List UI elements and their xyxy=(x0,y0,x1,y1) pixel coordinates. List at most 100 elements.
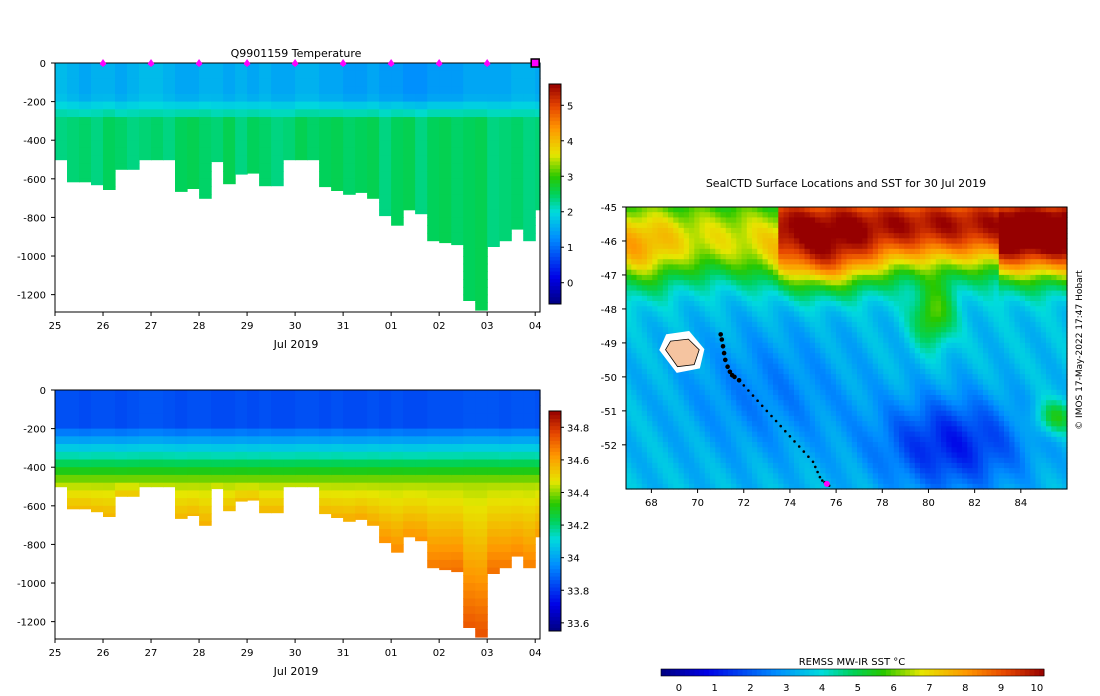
sst-cell xyxy=(893,462,900,469)
sst-cell xyxy=(883,233,890,239)
section-cell xyxy=(247,93,260,103)
sst-cell xyxy=(893,290,900,297)
colorbar-swatch xyxy=(549,440,561,445)
sst-cell xyxy=(720,410,727,417)
sst-cell xyxy=(925,248,932,255)
sst-cell xyxy=(636,254,643,260)
sst-cell xyxy=(647,227,653,234)
colorbar-swatch xyxy=(549,414,561,419)
sst-cell xyxy=(778,353,785,359)
section-cell xyxy=(403,436,416,445)
section-cell xyxy=(199,86,212,95)
sst-cell xyxy=(820,389,827,396)
sst-cell xyxy=(636,207,643,213)
sst-cell xyxy=(804,431,811,438)
sst-cell xyxy=(652,405,659,412)
section-cell xyxy=(187,482,200,491)
section-cell xyxy=(139,405,152,414)
section-cell xyxy=(175,147,188,157)
sst-cell xyxy=(652,238,659,245)
sst-cell xyxy=(746,337,753,344)
sst-cell xyxy=(935,483,942,490)
sst-cell xyxy=(668,483,674,490)
sst-cell xyxy=(820,217,827,224)
sst-cell xyxy=(904,358,911,365)
sst-cell xyxy=(704,431,711,438)
sst-cell xyxy=(857,285,863,292)
colorbar-swatch xyxy=(549,583,561,588)
section-cell xyxy=(415,436,428,445)
section-cell xyxy=(91,459,104,468)
colorbar-swatch xyxy=(549,120,561,125)
sst-cell xyxy=(862,342,869,349)
x-tick-label: 29 xyxy=(241,321,254,332)
sst-cell xyxy=(862,462,869,469)
sst-cell xyxy=(699,332,706,339)
sst-cell xyxy=(930,379,937,386)
section-cell xyxy=(427,155,440,164)
section-cell xyxy=(391,101,404,110)
section-cell xyxy=(199,93,212,103)
sst-cell xyxy=(725,421,732,427)
section-cell xyxy=(307,132,320,141)
sst-cell xyxy=(636,368,643,375)
sst-cell xyxy=(662,321,669,328)
section-cell xyxy=(211,124,224,134)
sst-cell xyxy=(647,337,653,344)
sst-cell xyxy=(783,327,790,333)
sst-cell xyxy=(904,348,911,354)
section-cell xyxy=(379,536,392,544)
sst-cell xyxy=(941,217,947,224)
sst-cell xyxy=(935,222,942,229)
sst-cell xyxy=(647,238,653,245)
section-cell xyxy=(403,101,416,110)
sst-cell xyxy=(925,207,932,213)
sst-cell xyxy=(804,274,811,281)
section-cell xyxy=(115,124,128,134)
sst-cell xyxy=(925,222,932,229)
section-cell xyxy=(199,397,212,406)
section-cell xyxy=(91,70,104,79)
sst-cell xyxy=(830,400,837,406)
sst-cells xyxy=(626,207,1068,490)
section-cell xyxy=(103,482,116,491)
y-tick-label: -600 xyxy=(23,502,46,513)
sst-cell xyxy=(720,379,727,386)
sst-cell xyxy=(678,436,685,443)
sst-cell xyxy=(662,285,669,292)
sst-cell xyxy=(883,337,890,344)
sst-cell xyxy=(799,374,806,380)
sst-cell xyxy=(935,248,942,255)
sst-cell xyxy=(878,368,884,375)
sst-cell xyxy=(720,452,727,459)
sst-cell xyxy=(741,274,748,281)
sst-cell xyxy=(893,452,900,459)
sst-cell xyxy=(809,222,816,229)
sst-cell xyxy=(741,353,748,359)
sst-cell xyxy=(846,327,853,333)
sst-cell xyxy=(720,264,727,271)
sst-cell xyxy=(804,233,811,239)
sst-cell xyxy=(626,348,632,354)
sst-cell xyxy=(752,426,758,433)
sst-cell xyxy=(762,358,769,365)
sst-cell xyxy=(857,457,863,464)
sst-cell xyxy=(899,389,905,396)
section-cell xyxy=(115,78,128,87)
sst-cell xyxy=(631,400,638,406)
sst-cell xyxy=(631,368,638,375)
sst-cell xyxy=(788,473,795,480)
sst-cell xyxy=(841,269,848,276)
sst-cell xyxy=(914,374,921,380)
sst-cell xyxy=(909,358,916,365)
section-cell xyxy=(439,86,452,95)
sst-cell xyxy=(920,301,926,307)
sst-cell xyxy=(694,426,701,433)
colorbar-tick-label: 0 xyxy=(567,279,573,290)
sst-cell xyxy=(904,248,911,255)
section-cell xyxy=(175,86,188,95)
section-cell xyxy=(379,163,392,172)
section-cell xyxy=(523,390,536,399)
sst-cell xyxy=(941,316,947,323)
sst-cell xyxy=(773,468,779,474)
